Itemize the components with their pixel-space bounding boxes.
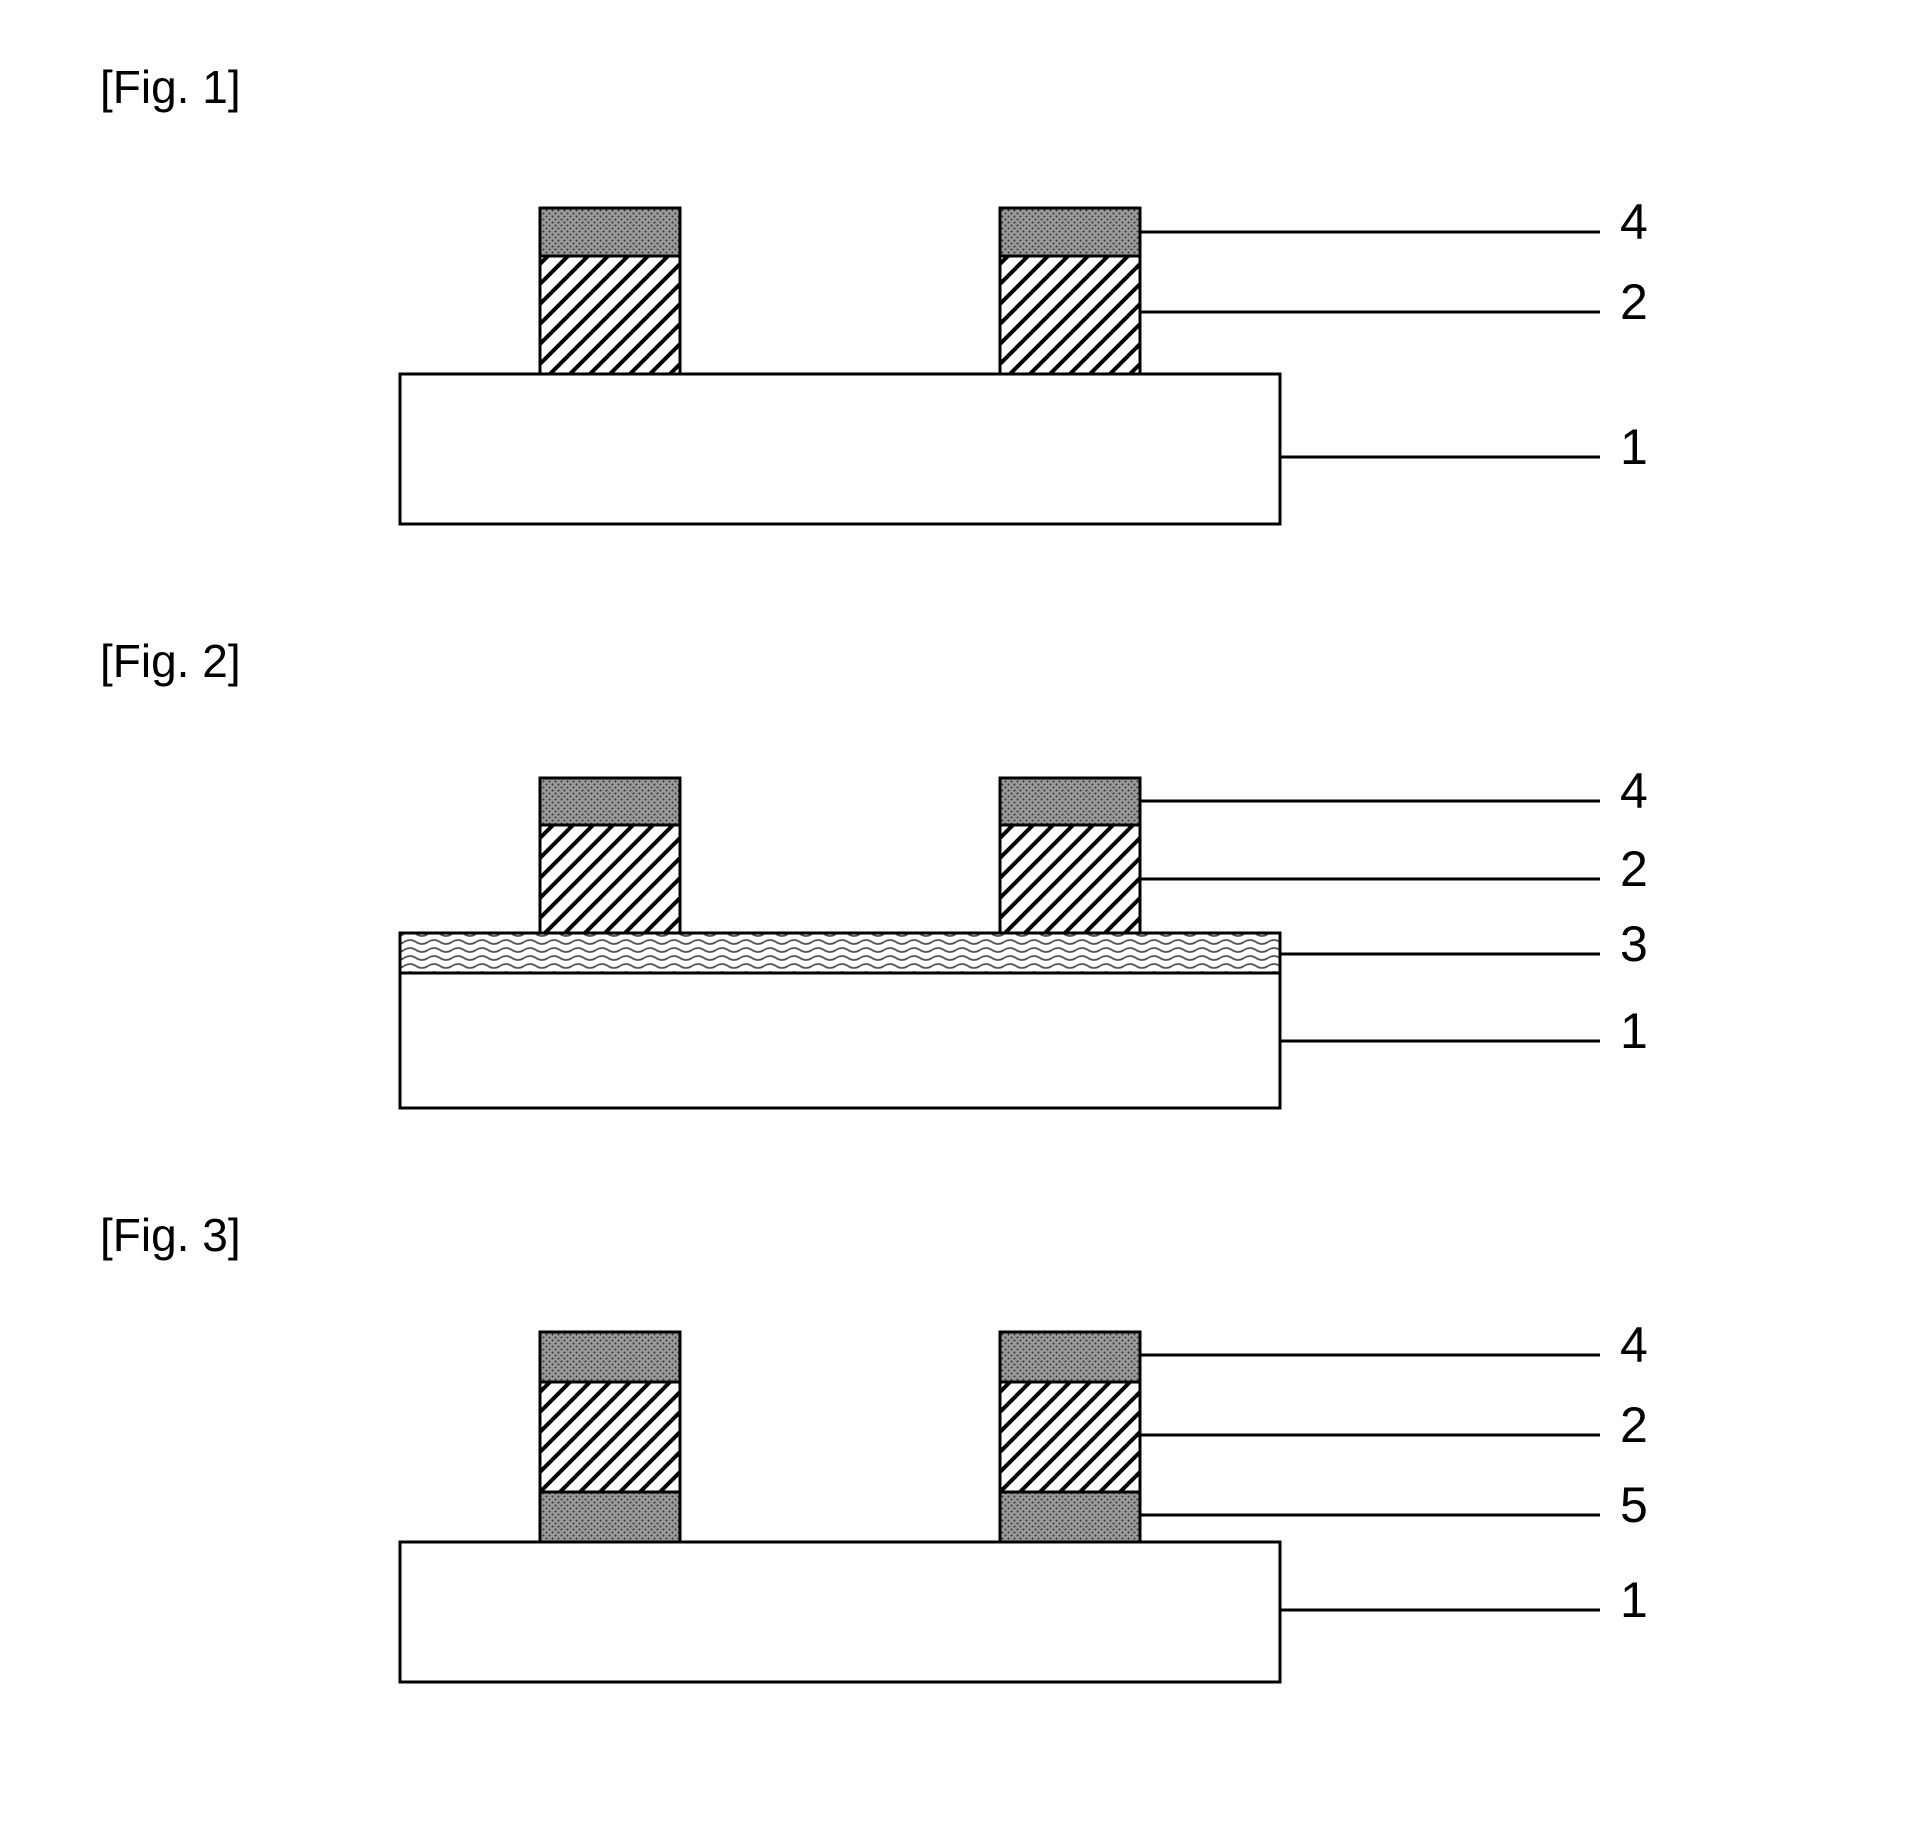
figure-1-label: [Fig. 1] [100, 60, 1874, 114]
figure-1-section: [Fig. 1] 4 2 1 [40, 60, 1874, 544]
figure-3-section: [Fig. 3] 4 2 5 1 [40, 1208, 1874, 1692]
figure-svg-3: 4 2 5 1 [140, 1312, 1840, 1702]
svg-text:1: 1 [1620, 1003, 1648, 1059]
svg-text:2: 2 [1620, 274, 1648, 330]
figure-3-label: [Fig. 3] [100, 1208, 1874, 1262]
svg-text:4: 4 [1620, 1317, 1648, 1373]
figure-2-label: [Fig. 2] [100, 634, 1874, 688]
figure-svg-1: 4 2 1 [140, 164, 1840, 554]
svg-text:4: 4 [1620, 763, 1648, 819]
figure-1-diagram: 4 2 1 [140, 164, 1840, 544]
svg-text:3: 3 [1620, 916, 1648, 972]
figure-2-diagram: 4 2 3 1 [140, 738, 1840, 1118]
svg-text:1: 1 [1620, 1572, 1648, 1628]
figure-2-section: [Fig. 2] 4 2 3 1 [40, 634, 1874, 1118]
figures-root: [Fig. 1] 4 2 1 [Fig. 2] 4 2 3 1 [Fig. 3] 4 2 5 1 [40, 60, 1874, 1692]
figure-svg-2: 4 2 3 1 [140, 738, 1840, 1128]
svg-text:5: 5 [1620, 1477, 1648, 1533]
svg-text:2: 2 [1620, 841, 1648, 897]
figure-3-diagram: 4 2 5 1 [140, 1312, 1840, 1692]
svg-text:2: 2 [1620, 1397, 1648, 1453]
svg-text:4: 4 [1620, 194, 1648, 250]
svg-text:1: 1 [1620, 419, 1648, 475]
